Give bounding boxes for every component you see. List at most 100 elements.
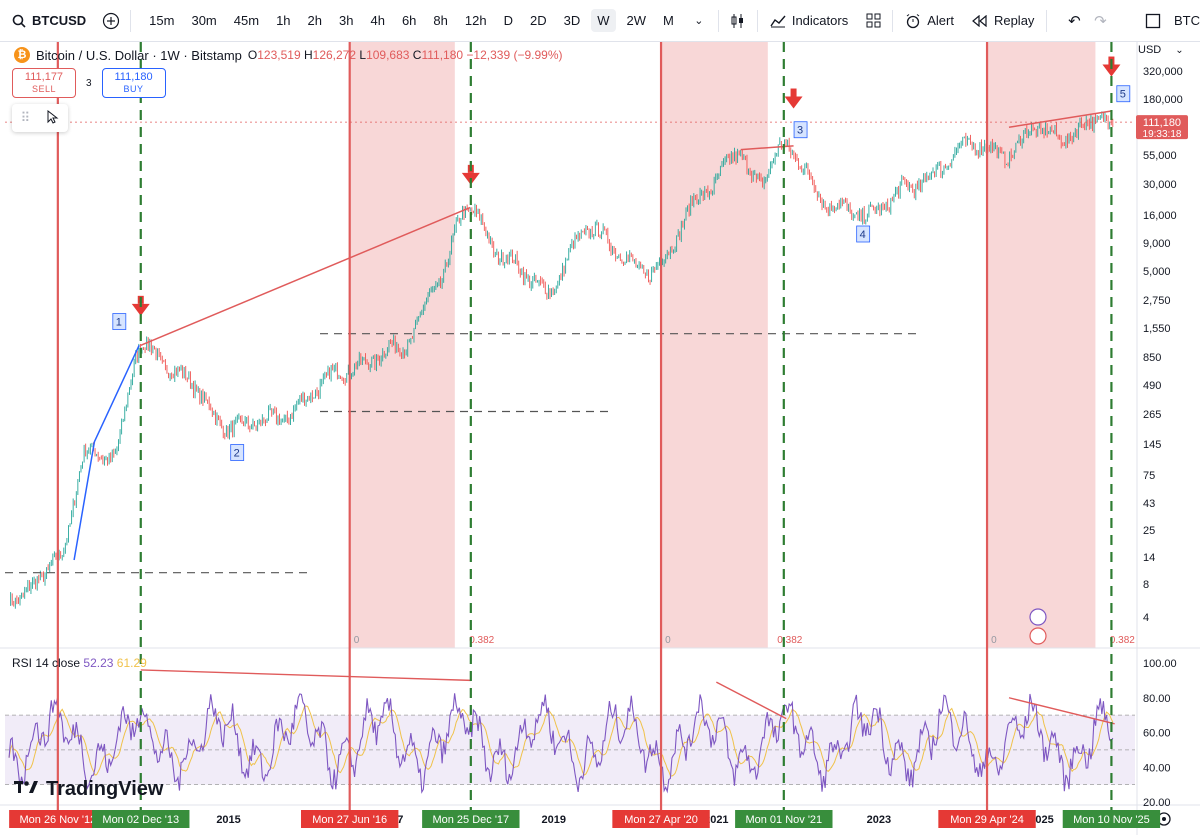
peak-trend-line xyxy=(140,206,471,347)
price-tick-label: 25 xyxy=(1143,525,1155,537)
price-tick-label: 16,000 xyxy=(1143,210,1177,222)
rsi-value: 52.23 xyxy=(83,656,114,670)
interval-1h[interactable]: 1h xyxy=(276,13,291,28)
redo-icon[interactable]: ↷ xyxy=(1094,12,1107,30)
chevron-down-icon[interactable]: ⌄ xyxy=(694,15,704,27)
currency-selector[interactable]: USD ⌄ xyxy=(1138,44,1184,56)
buy-price: 111,180 xyxy=(114,71,153,83)
fib-label: 0.382 xyxy=(1110,635,1135,646)
interval-15m[interactable]: 15m xyxy=(149,13,175,28)
indicators-button[interactable]: Indicators xyxy=(764,9,854,32)
red-date-tag: Mon 27 Jun '16 xyxy=(312,814,387,826)
year-label: 2015 xyxy=(216,814,240,826)
price-tick-label: 8 xyxy=(1143,579,1149,591)
toolbar-divider xyxy=(130,9,132,32)
toolbar-divider xyxy=(756,9,758,32)
settings-gear-icon xyxy=(1162,817,1166,821)
sell-button[interactable]: 111,177 SELL xyxy=(12,68,76,98)
interval-d[interactable]: D xyxy=(503,13,513,28)
green-date-tag-bg xyxy=(422,810,520,828)
peak-trend-line xyxy=(1008,110,1112,128)
legend-ohlc: O123,519 H126,272 L109,683 C111,180 −12,… xyxy=(248,48,563,62)
down-arrow-icon xyxy=(784,96,803,109)
alert-label: Alert xyxy=(927,13,954,28)
alert-button[interactable]: Alert xyxy=(899,9,960,33)
replay-button[interactable]: Replay xyxy=(966,9,1040,32)
buy-button[interactable]: 111,180 BUY xyxy=(101,68,166,98)
green-date-tag: Mon 10 Nov '25 xyxy=(1073,814,1150,826)
price-tick-label: 5,000 xyxy=(1143,266,1171,278)
interval-6h[interactable]: 6h xyxy=(401,13,417,28)
high-label: H xyxy=(303,48,313,62)
year-label: 2019 xyxy=(541,814,565,826)
layout-square-icon[interactable] xyxy=(1140,8,1166,34)
wave-label-box xyxy=(112,313,127,330)
price-tick-label: 4 xyxy=(1143,612,1149,624)
search-icon xyxy=(12,14,26,28)
close-label: C xyxy=(412,48,422,62)
spread-value: 3 xyxy=(86,77,92,89)
wave-label-box xyxy=(856,225,871,243)
green-date-tag: Mon 25 Dec '17 xyxy=(432,814,509,826)
symbol-search[interactable]: BTCUSD xyxy=(0,0,98,42)
drag-handle-icon[interactable]: ⠿ xyxy=(20,110,31,125)
interval-3h[interactable]: 3h xyxy=(339,13,354,28)
interval-3d[interactable]: 3D xyxy=(563,13,581,28)
halving-zone xyxy=(987,42,1096,648)
red-date-tag-bg xyxy=(938,810,1036,828)
top-toolbar: BTCUSD 15m 30m 45m 1h 2h 3h 4h 6h 8h 12h D 2D 3D W 2W M… xyxy=(0,0,1200,42)
interval-w[interactable]: W xyxy=(591,9,616,32)
currency-label: USD xyxy=(1138,44,1162,56)
fib-label: 0.382 xyxy=(777,635,802,646)
interval-30m[interactable]: 30m xyxy=(191,13,217,28)
interval-2h[interactable]: 2h xyxy=(307,13,322,28)
rsi-divergence-line xyxy=(1008,697,1115,725)
price-tick-label: 490 xyxy=(1143,380,1161,392)
templates-grid-icon[interactable] xyxy=(860,8,886,34)
compare-add-icon[interactable] xyxy=(98,8,124,34)
price-tick-label: 145 xyxy=(1143,439,1161,451)
price-tick-label: 1,550 xyxy=(1143,323,1171,335)
chevron-down-icon: ⌄ xyxy=(1175,44,1184,56)
interval-8h[interactable]: 8h xyxy=(433,13,448,28)
price-tick-label: 75 xyxy=(1143,470,1155,482)
rsi-divergence-line xyxy=(140,669,471,682)
interval-4h[interactable]: 4h xyxy=(370,13,385,28)
undo-icon[interactable]: ↶ xyxy=(1068,12,1081,30)
open-value: 123,519 xyxy=(257,48,301,62)
rsi-tick-label: 100.00 xyxy=(1143,658,1177,670)
interval-2d[interactable]: 2D xyxy=(529,13,547,28)
down-arrow-icon xyxy=(1102,64,1121,77)
cursor-arrow-icon[interactable] xyxy=(47,109,59,127)
wave-label-box xyxy=(1116,85,1131,103)
halving-zone xyxy=(349,42,455,648)
red-date-tag-bg xyxy=(612,810,710,828)
indicators-label: Indicators xyxy=(791,13,849,28)
sell-label: SELL xyxy=(31,84,57,94)
rsi-tick-label: 80.00 xyxy=(1143,693,1171,705)
rsi-ma-value: 61.29 xyxy=(116,656,147,670)
interval-12h[interactable]: 12h xyxy=(464,13,487,28)
halving-zone xyxy=(661,42,768,648)
low-value: 109,683 xyxy=(366,48,410,62)
down-arrow-icon xyxy=(131,303,150,316)
drawing-toolbar: ⠿ xyxy=(12,104,68,132)
right-symbol-label[interactable]: BTC xyxy=(1174,13,1200,28)
price-tick-label: 43 xyxy=(1143,498,1155,510)
down-arrow-icon xyxy=(790,88,797,97)
indicators-icon xyxy=(770,15,786,27)
rewind-icon xyxy=(972,14,987,27)
interval-2w[interactable]: 2W xyxy=(626,13,647,28)
price-tick-label: 320,000 xyxy=(1143,66,1183,78)
year-label: 2023 xyxy=(867,814,891,826)
lightning-event-icon xyxy=(1029,608,1047,626)
rsi-divergence-line xyxy=(716,681,787,720)
candlestick-type-icon[interactable] xyxy=(725,8,751,34)
high-value: 126,272 xyxy=(312,48,357,62)
interval-m[interactable]: M xyxy=(663,13,674,28)
wave-label: 2 xyxy=(234,448,240,460)
interval-45m[interactable]: 45m xyxy=(233,13,260,28)
alarm-clock-icon xyxy=(906,13,920,28)
last-price-tag xyxy=(1136,115,1188,140)
